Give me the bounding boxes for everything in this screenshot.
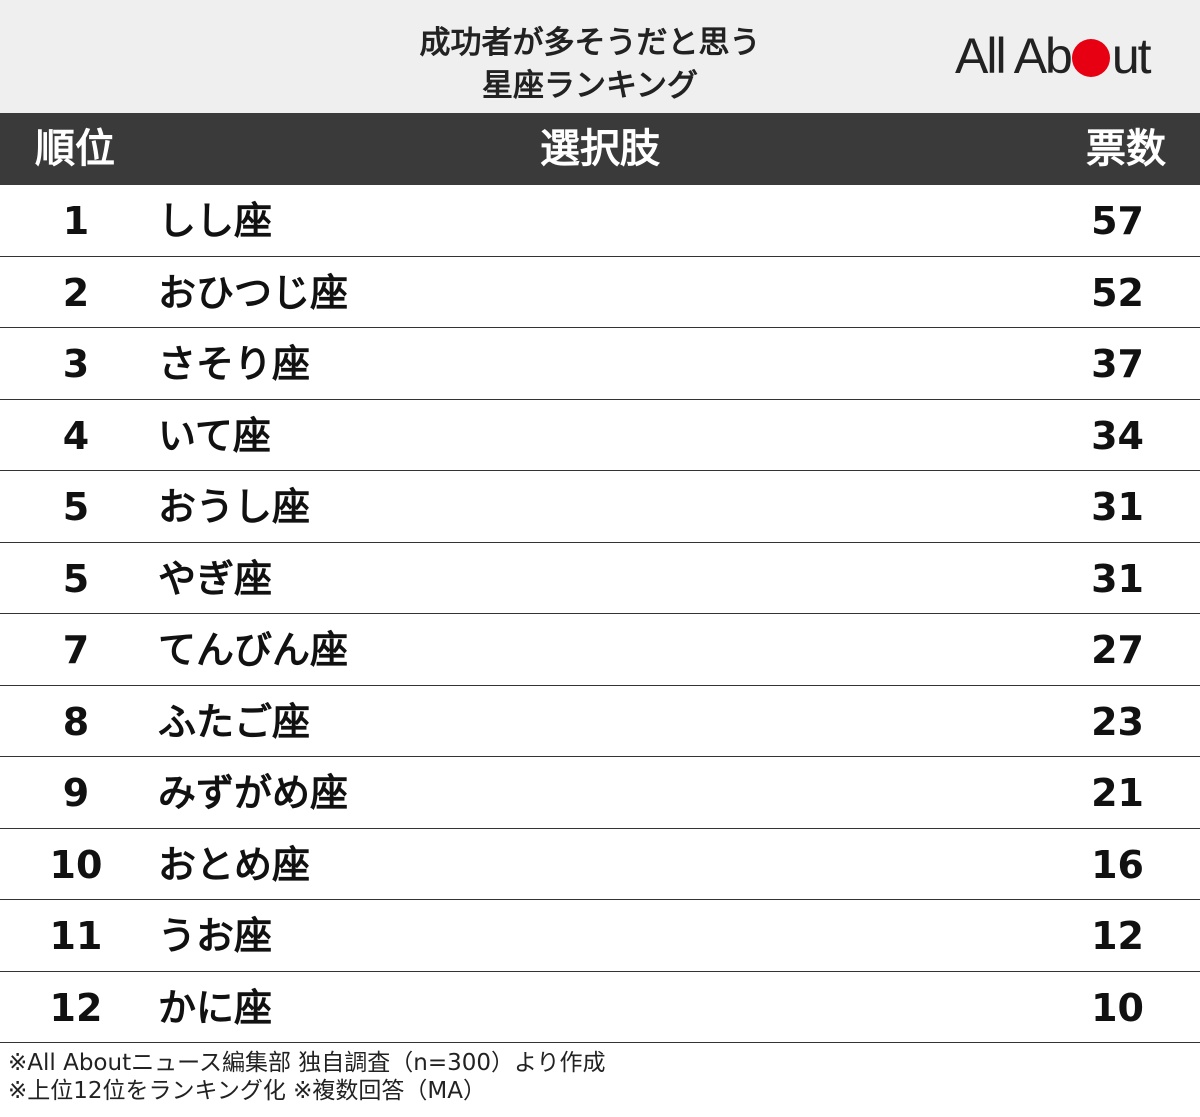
rank-cell: 4: [62, 413, 90, 458]
choice-cell: やぎ座: [158, 556, 273, 601]
votes-cell: 52: [1091, 270, 1144, 315]
choice-cell: いて座: [158, 413, 271, 458]
choice-cell: おひつじ座: [158, 270, 349, 315]
votes-cell: 57: [1091, 199, 1144, 243]
table-row: 10 おとめ座 16: [0, 829, 1200, 900]
rank-cell: 12: [49, 985, 103, 1030]
choice-cell: みずがめ座: [158, 771, 349, 815]
table-row: 3 さそり座 37: [0, 328, 1200, 400]
title-line-2: 星座ランキング: [481, 68, 699, 104]
choice-cell: てんびん座: [158, 628, 349, 672]
table-row: 7 てんびん座 27: [0, 614, 1200, 686]
footnote-source: ※All Aboutニュース編集部 独自調査（n=300）より作成: [8, 1050, 606, 1076]
rank-cell: 7: [62, 628, 90, 672]
footnote-method: ※上位12位をランキング化 ※複数回答（MA）: [8, 1078, 487, 1104]
column-header-choice: 選択肢: [540, 126, 660, 172]
votes-cell: 27: [1091, 628, 1144, 672]
choice-cell: さそり座: [158, 342, 311, 386]
table-row: 9 みずがめ座 21: [0, 757, 1200, 829]
rank-cell: 5: [62, 485, 90, 529]
rank-cell: 5: [62, 556, 90, 601]
page-title: 成功者が多そうだと思う 星座ランキング: [290, 22, 890, 108]
logo-text-right: ut: [1111, 28, 1152, 84]
column-header-votes: 票数: [1086, 126, 1166, 172]
table-row: 12 かに座 10: [0, 972, 1200, 1043]
votes-cell: 23: [1091, 699, 1144, 744]
all-about-logo: All Ab ut: [955, 28, 1152, 84]
choice-cell: しし座: [158, 199, 273, 243]
ranking-table-body: 1 しし座 57 2 おひつじ座 52 3 さそり座 37 4 いて座 34 5 おうし座 31 5 やぎ座 31…: [0, 185, 1200, 1043]
table-row: 4 いて座 34: [0, 400, 1200, 471]
rank-cell: 11: [49, 914, 103, 958]
votes-cell: 37: [1091, 342, 1144, 386]
table-row: 1 しし座 57: [0, 185, 1200, 257]
table-row: 2 おひつじ座 52: [0, 257, 1200, 328]
votes-cell: 21: [1091, 771, 1144, 815]
logo-text-left: All Ab: [955, 28, 1073, 84]
choice-cell: かに座: [158, 985, 273, 1030]
votes-cell: 31: [1091, 556, 1144, 601]
rank-cell: 8: [62, 699, 90, 744]
header-band: 成功者が多そうだと思う 星座ランキング All Ab ut: [0, 0, 1200, 113]
column-header-row: 順位 選択肢 票数: [0, 113, 1200, 185]
rank-cell: 3: [62, 342, 90, 386]
rank-cell: 10: [49, 842, 103, 887]
table-row: 5 おうし座 31: [0, 471, 1200, 543]
choice-cell: ふたご座: [158, 699, 311, 744]
votes-cell: 12: [1091, 914, 1144, 958]
rank-cell: 1: [62, 199, 90, 243]
column-header-rank: 順位: [35, 126, 115, 172]
choice-cell: うお座: [158, 914, 273, 958]
rank-cell: 2: [62, 270, 90, 315]
choice-cell: おうし座: [158, 485, 311, 529]
footnote: ※All Aboutニュース編集部 独自調査（n=300）より作成 ※上位12位…: [8, 1049, 606, 1105]
rank-cell: 9: [62, 771, 90, 815]
votes-cell: 16: [1091, 842, 1144, 887]
logo-red-dot: [1071, 39, 1110, 77]
votes-cell: 34: [1091, 413, 1144, 458]
title-line-1: 成功者が多そうだと思う: [419, 25, 761, 61]
votes-cell: 31: [1091, 485, 1144, 529]
votes-cell: 10: [1091, 985, 1144, 1030]
choice-cell: おとめ座: [158, 842, 311, 887]
table-row: 8 ふたご座 23: [0, 686, 1200, 757]
table-row: 5 やぎ座 31: [0, 543, 1200, 614]
table-row: 11 うお座 12: [0, 900, 1200, 972]
